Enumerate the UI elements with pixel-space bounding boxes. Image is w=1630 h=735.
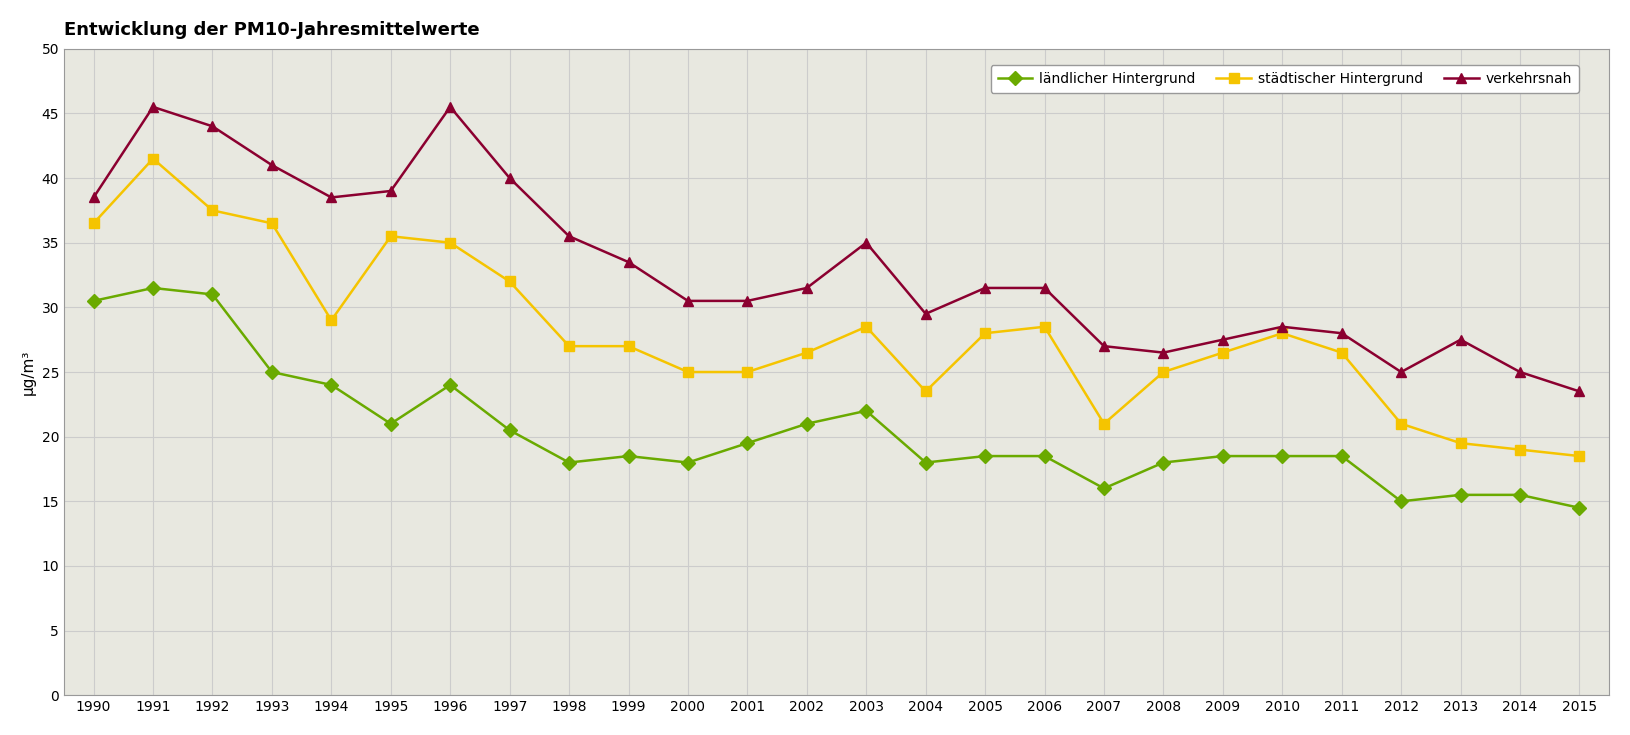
städtischer Hintergrund [143,154,163,163]
Line: verkehrsnah: verkehrsnah [88,102,1584,396]
städtischer Hintergrund [1094,420,1113,429]
ländlicher Hintergrund [381,420,401,429]
verkehrsnah [1570,387,1589,396]
ländlicher Hintergrund [1451,490,1470,499]
verkehrsnah [678,296,698,305]
verkehrsnah [321,193,341,202]
Line: ländlicher Hintergrund: ländlicher Hintergrund [88,283,1584,512]
städtischer Hintergrund [916,387,936,396]
städtischer Hintergrund [797,348,817,357]
städtischer Hintergrund [500,277,520,286]
ländlicher Hintergrund [262,368,282,376]
städtischer Hintergrund [1570,452,1589,461]
städtischer Hintergrund [381,232,401,240]
verkehrsnah [797,284,817,293]
städtischer Hintergrund [678,368,698,376]
ländlicher Hintergrund [916,458,936,467]
verkehrsnah [1035,284,1055,293]
ländlicher Hintergrund [797,420,817,429]
Text: Entwicklung der PM10-Jahresmittelwerte: Entwicklung der PM10-Jahresmittelwerte [64,21,479,39]
verkehrsnah [1094,342,1113,351]
ländlicher Hintergrund [1094,484,1113,492]
städtischer Hintergrund [202,206,222,215]
städtischer Hintergrund [1451,439,1470,448]
ländlicher Hintergrund [1154,458,1174,467]
ländlicher Hintergrund [1511,490,1531,499]
verkehrsnah [738,296,758,305]
städtischer Hintergrund [1154,368,1174,376]
städtischer Hintergrund [1273,329,1293,337]
städtischer Hintergrund [559,342,579,351]
städtischer Hintergrund [619,342,639,351]
ländlicher Hintergrund [202,290,222,299]
städtischer Hintergrund [321,316,341,325]
ländlicher Hintergrund [1273,452,1293,461]
ländlicher Hintergrund [738,439,758,448]
verkehrsnah [1273,323,1293,331]
ländlicher Hintergrund [1392,497,1412,506]
verkehrsnah [1451,335,1470,344]
verkehrsnah [500,173,520,182]
verkehrsnah [975,284,994,293]
städtischer Hintergrund [1511,445,1531,454]
verkehrsnah [559,232,579,240]
ländlicher Hintergrund [321,381,341,390]
städtischer Hintergrund [738,368,758,376]
verkehrsnah [856,238,875,247]
städtischer Hintergrund [1332,348,1351,357]
verkehrsnah [916,309,936,318]
städtischer Hintergrund [1035,323,1055,331]
städtischer Hintergrund [1392,420,1412,429]
städtischer Hintergrund [262,219,282,228]
verkehrsnah [381,187,401,196]
verkehrsnah [1511,368,1531,376]
verkehrsnah [1332,329,1351,337]
ländlicher Hintergrund [143,284,163,293]
ländlicher Hintergrund [678,458,698,467]
ländlicher Hintergrund [559,458,579,467]
städtischer Hintergrund [1213,348,1232,357]
verkehrsnah [143,102,163,111]
verkehrsnah [262,161,282,170]
städtischer Hintergrund [440,238,460,247]
verkehrsnah [1154,348,1174,357]
verkehrsnah [202,122,222,131]
verkehrsnah [83,193,103,202]
ländlicher Hintergrund [440,381,460,390]
verkehrsnah [1213,335,1232,344]
Legend: ländlicher Hintergrund, städtischer Hintergrund, verkehrsnah: ländlicher Hintergrund, städtischer Hint… [991,65,1579,93]
ländlicher Hintergrund [856,406,875,415]
Y-axis label: µg/m³: µg/m³ [21,349,36,395]
städtischer Hintergrund [856,323,875,331]
ländlicher Hintergrund [1035,452,1055,461]
ländlicher Hintergrund [83,296,103,305]
ländlicher Hintergrund [1213,452,1232,461]
verkehrsnah [619,258,639,267]
städtischer Hintergrund [975,329,994,337]
ländlicher Hintergrund [619,452,639,461]
ländlicher Hintergrund [1570,503,1589,512]
verkehrsnah [1392,368,1412,376]
verkehrsnah [440,102,460,111]
Line: städtischer Hintergrund: städtischer Hintergrund [88,154,1584,461]
städtischer Hintergrund [83,219,103,228]
ländlicher Hintergrund [975,452,994,461]
ländlicher Hintergrund [500,426,520,434]
ländlicher Hintergrund [1332,452,1351,461]
